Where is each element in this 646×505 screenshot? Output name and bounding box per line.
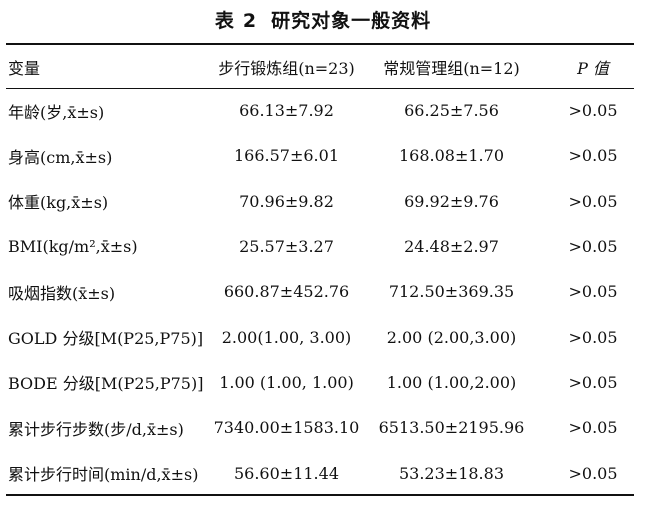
header-group2: 常规管理组(n=12) — [383, 58, 520, 78]
table-row: BODE 分级[M(P25,P75)] 1.00 (1.00, 1.00) 1.… — [6, 360, 634, 405]
cell-p-value: >0.05 — [568, 372, 618, 392]
data-table: 变量 步行锻炼组(n=23) 常规管理组(n=12) P 值 年龄(岁,x̄±s… — [6, 45, 634, 496]
table-row: 身高(cm,x̄±s) 166.57±6.01 168.08±1.70 >0.0… — [6, 133, 634, 178]
cell-group1: 7340.00±1583.10 — [213, 418, 360, 438]
table-row: 累计步行步数(步/d,x̄±s) 7340.00±1583.10 6513.50… — [6, 405, 634, 450]
cell-variable: BMI(kg/m²,x̄±s) — [8, 237, 138, 257]
cell-p-value: >0.05 — [568, 418, 618, 438]
cell-group1: 660.87±452.76 — [223, 282, 350, 302]
cell-variable: 身高(cm,x̄±s) — [8, 147, 113, 167]
cell-group1: 2.00(1.00, 3.00) — [221, 327, 352, 347]
cell-p-value: >0.05 — [568, 327, 618, 347]
cell-p-value: >0.05 — [568, 463, 618, 483]
cell-group2: 2.00 (2.00,3.00) — [386, 327, 517, 347]
header-rule — [6, 88, 634, 89]
top-rule — [6, 43, 634, 45]
header-p-value: P 值 — [577, 58, 609, 78]
table-row: 体重(kg,x̄±s) 70.96±9.82 69.92±9.76 >0.05 — [6, 179, 634, 224]
cell-group1: 66.13±7.92 — [239, 101, 334, 121]
cell-p-value: >0.05 — [568, 146, 618, 166]
cell-p-value: >0.05 — [568, 282, 618, 302]
bottom-rule — [6, 494, 634, 496]
table-row: 年龄(岁,x̄±s) 66.13±7.92 66.25±7.56 >0.05 — [6, 88, 634, 133]
header-variable: 变量 — [8, 58, 41, 78]
cell-group1: 70.96±9.82 — [239, 191, 334, 211]
header-group1: 步行锻炼组(n=23) — [218, 58, 355, 78]
cell-variable: 吸烟指数(x̄±s) — [8, 283, 116, 303]
cell-variable: GOLD 分级[M(P25,P75)] — [8, 329, 204, 349]
cell-group1: 1.00 (1.00, 1.00) — [219, 372, 354, 392]
cell-variable: BODE 分级[M(P25,P75)] — [8, 374, 204, 394]
table-row: 累计步行时间(min/d,x̄±s) 56.60±11.44 53.23±18.… — [6, 450, 634, 495]
cell-group1: 166.57±6.01 — [233, 146, 339, 166]
cell-group2: 712.50±369.35 — [388, 282, 515, 302]
cell-variable: 年龄(岁,x̄±s) — [8, 102, 105, 122]
table-title-label: 表 — [214, 10, 235, 32]
cell-variable: 累计步行步数(步/d,x̄±s) — [8, 419, 184, 439]
header-row: 变量 步行锻炼组(n=23) 常规管理组(n=12) P 值 — [6, 45, 634, 88]
cell-group2: 6513.50±2195.96 — [378, 418, 525, 438]
cell-p-value: >0.05 — [568, 237, 618, 257]
cell-group2: 66.25±7.56 — [404, 101, 499, 121]
cell-group2: 168.08±1.70 — [398, 146, 504, 166]
cell-group1: 56.60±11.44 — [233, 463, 339, 483]
cell-variable: 体重(kg,x̄±s) — [8, 193, 109, 213]
cell-variable: 累计步行时间(min/d,x̄±s) — [8, 465, 199, 485]
cell-group2: 1.00 (1.00,2.00) — [386, 372, 517, 392]
table-row: GOLD 分级[M(P25,P75)] 2.00(1.00, 3.00) 2.0… — [6, 314, 634, 359]
table-title: 表 2 研究对象一般资料 — [0, 6, 646, 33]
cell-p-value: >0.05 — [568, 191, 618, 211]
table-title-text: 研究对象一般资料 — [271, 10, 432, 32]
table-row: 吸烟指数(x̄±s) 660.87±452.76 712.50±369.35 >… — [6, 269, 634, 314]
table-title-number: 2 — [242, 10, 258, 32]
cell-group1: 25.57±3.27 — [239, 237, 334, 257]
cell-group2: 24.48±2.97 — [404, 237, 499, 257]
cell-group2: 69.92±9.76 — [404, 191, 499, 211]
table-row: BMI(kg/m²,x̄±s) 25.57±3.27 24.48±2.97 >0… — [6, 224, 634, 269]
cell-p-value: >0.05 — [568, 101, 618, 121]
cell-group2: 53.23±18.83 — [398, 463, 504, 483]
